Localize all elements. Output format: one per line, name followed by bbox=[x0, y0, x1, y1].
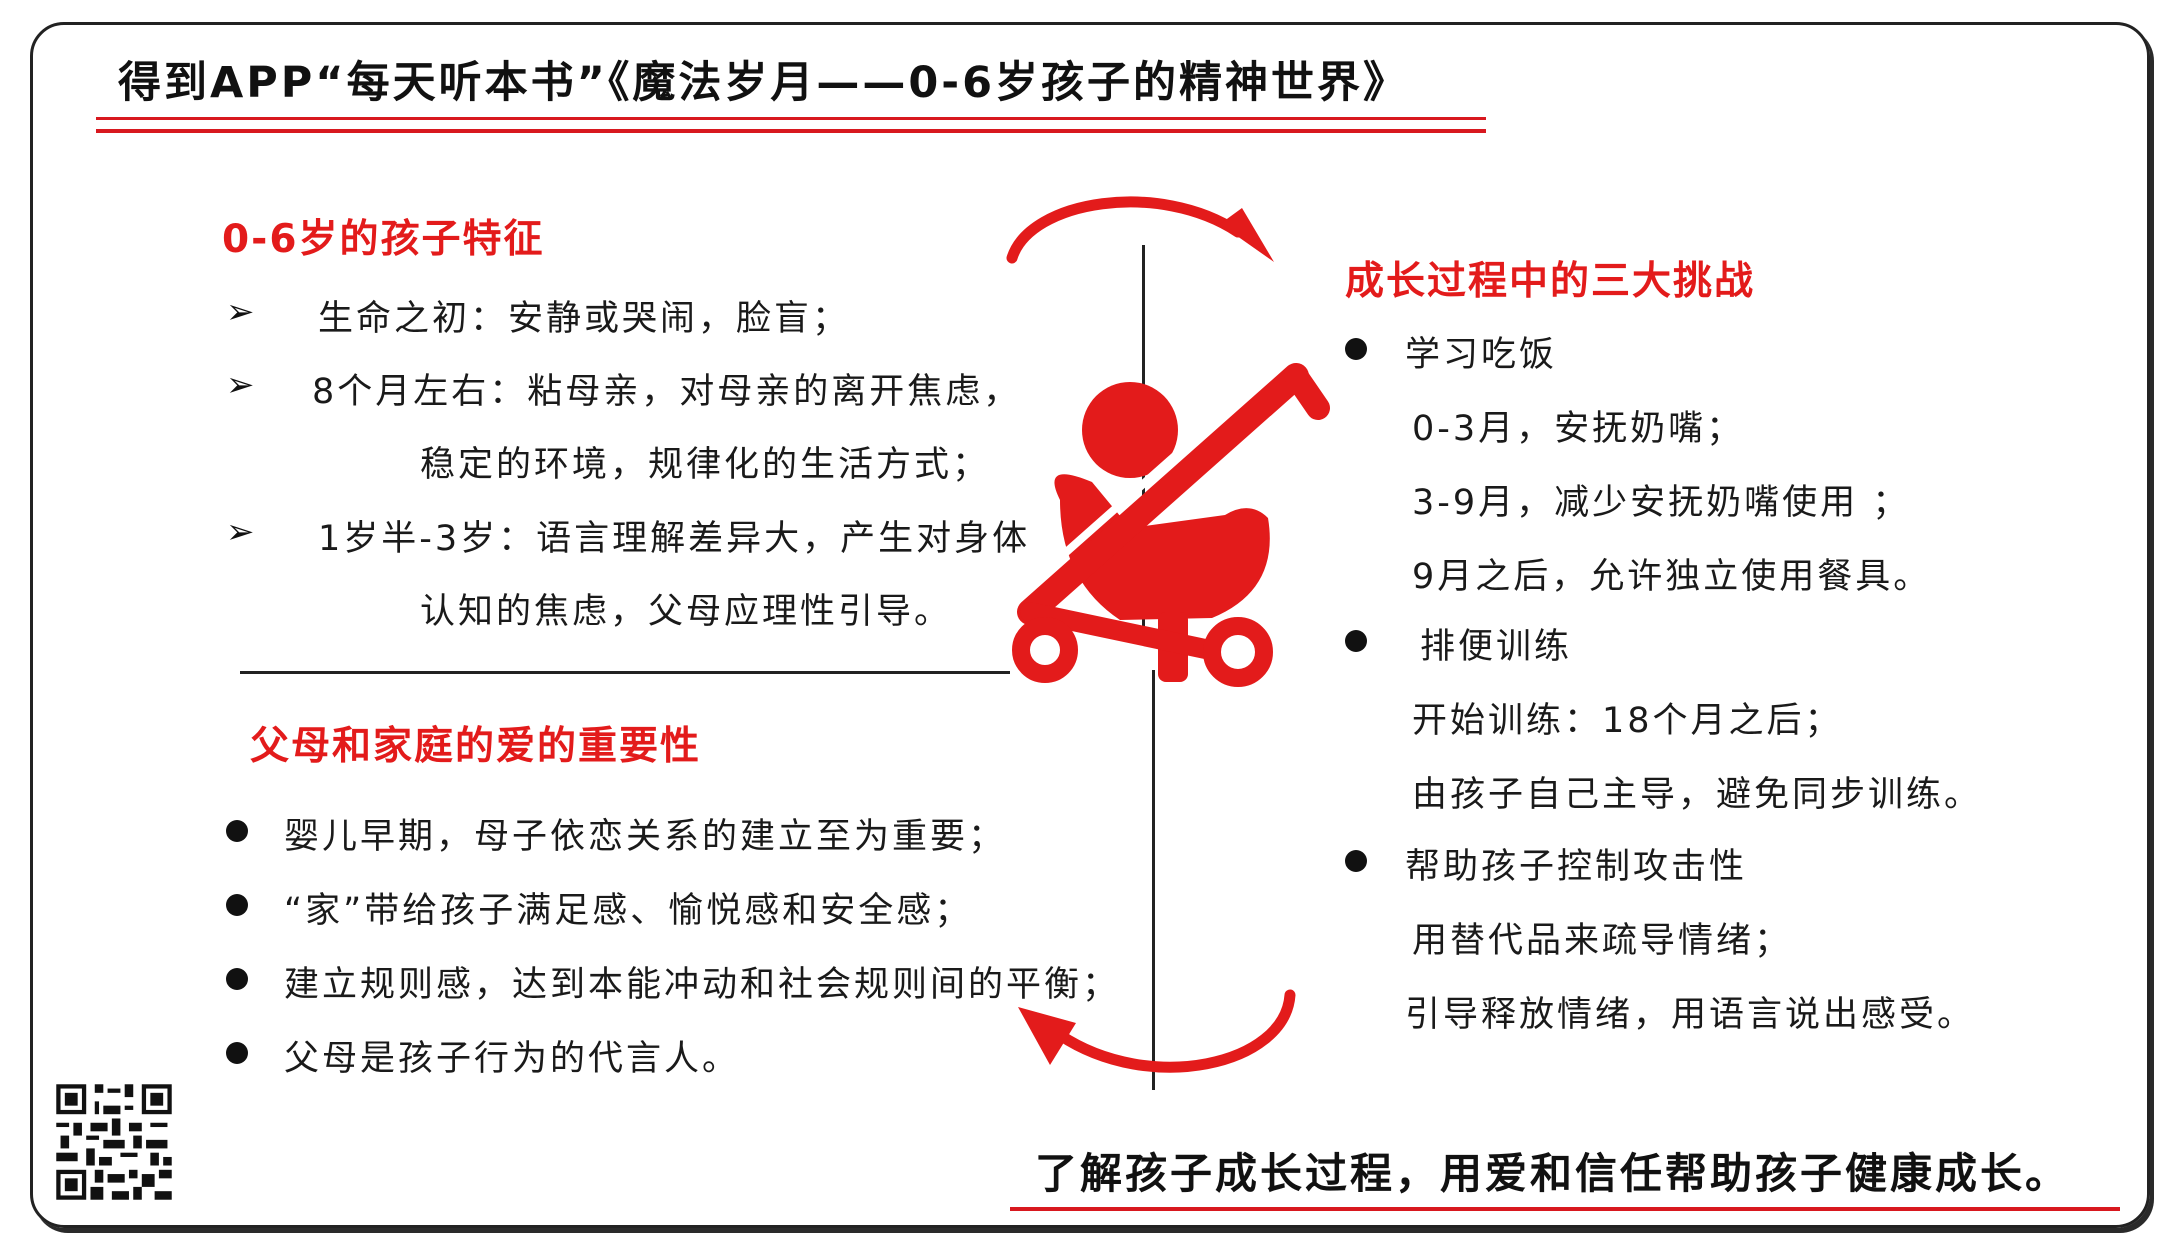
love-item-3: 建立规则感，达到本能冲动和社会规则间的平衡； bbox=[284, 965, 1121, 1005]
horizontal-divider bbox=[240, 671, 1010, 674]
title-underline-bottom bbox=[96, 129, 1486, 133]
feature-item-3-line1: 1岁半-3岁：语言理解差异大，产生对身体 bbox=[318, 519, 1031, 559]
dot-bullet-icon bbox=[226, 968, 248, 990]
curved-arrow-top-icon bbox=[1006, 196, 1274, 264]
love-heading: 父母和家庭的爱的重要性 bbox=[250, 724, 702, 769]
challenges-heading: 成长过程中的三大挑战 bbox=[1345, 259, 1756, 304]
challenge-potty-line: 开始训练：18个月之后； bbox=[1412, 701, 1843, 741]
title-underline-top bbox=[96, 117, 1486, 120]
vertical-divider-bottom bbox=[1152, 670, 1155, 1090]
card-frame bbox=[30, 22, 2150, 1228]
challenge-eating-line: 0-3月，安抚奶嘴； bbox=[1412, 409, 1745, 449]
love-item-2: “家”带给孩子满足感、愉悦感和安全感； bbox=[284, 891, 973, 931]
dot-bullet-icon bbox=[226, 820, 248, 842]
dot-bullet-icon bbox=[1345, 850, 1367, 872]
qr-code-icon bbox=[52, 1080, 176, 1204]
challenge-aggression-line: 用替代品来疏导情绪； bbox=[1412, 921, 1793, 961]
feature-item-2-line1: 8个月左右：粘母亲，对母亲的离开焦虑， bbox=[312, 372, 1022, 412]
challenge-eating-line: 9月之后，允许独立使用餐具。 bbox=[1412, 557, 1932, 597]
feature-item-1: 生命之初：安静或哭闹，脸盲； bbox=[318, 299, 851, 339]
feature-item-3-line2: 认知的焦虑，父母应理性引导。 bbox=[420, 592, 953, 632]
arrow-bullet-icon: ➢ bbox=[226, 512, 255, 552]
challenge-eating-title: 学习吃饭 bbox=[1405, 335, 1558, 375]
challenge-aggression-line: 引导释放情绪，用语言说出感受。 bbox=[1405, 995, 1976, 1035]
slogan-underline bbox=[1010, 1207, 2120, 1211]
baby-stroller-icon bbox=[1012, 351, 1330, 687]
feature-item-2-line2: 稳定的环境，规律化的生活方式； bbox=[420, 445, 991, 485]
arrow-bullet-icon: ➢ bbox=[226, 292, 255, 332]
page-title: 得到APP“每天听本书”《魔法岁月——0-6岁孩子的精神世界》 bbox=[118, 58, 1410, 108]
dot-bullet-icon bbox=[1345, 338, 1367, 360]
arrow-bullet-icon: ➢ bbox=[226, 365, 255, 405]
challenge-potty-line: 由孩子自己主导，避免同步训练。 bbox=[1412, 775, 1983, 815]
slogan: 了解孩子成长过程，用爱和信任帮助孩子健康成长。 bbox=[1035, 1149, 2071, 1198]
dot-bullet-icon bbox=[1345, 630, 1367, 652]
challenge-aggression-title: 帮助孩子控制攻击性 bbox=[1405, 847, 1748, 887]
challenge-potty-title: 排便训练 bbox=[1420, 627, 1573, 667]
features-heading: 0-6岁的孩子特征 bbox=[222, 217, 545, 262]
challenge-eating-line: 3-9月，减少安抚奶嘴使用 ； bbox=[1412, 483, 1911, 523]
curved-arrow-bottom-icon bbox=[1018, 989, 1296, 1073]
love-item-4: 父母是孩子行为的代言人。 bbox=[284, 1039, 741, 1079]
dot-bullet-icon bbox=[226, 894, 248, 916]
dot-bullet-icon bbox=[226, 1042, 248, 1064]
love-item-1: 婴儿早期，母子依恋关系的建立至为重要； bbox=[284, 817, 1007, 857]
